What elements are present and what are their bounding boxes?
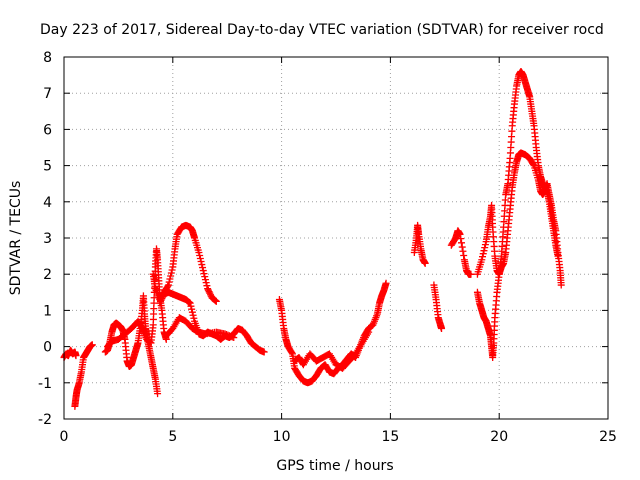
data-point xyxy=(203,282,211,290)
data-point xyxy=(195,248,203,256)
data-point xyxy=(204,285,212,293)
data-point xyxy=(196,255,204,263)
data-point xyxy=(479,250,487,258)
data-point xyxy=(207,291,215,299)
data-point xyxy=(212,297,220,305)
data-point xyxy=(481,244,489,252)
y-tick-label: -1 xyxy=(38,376,52,392)
x-tick-label: 0 xyxy=(60,429,69,445)
data-point xyxy=(199,264,207,272)
y-tick-label: 5 xyxy=(43,159,52,175)
data-point xyxy=(478,256,486,264)
y-tick-label: 2 xyxy=(43,267,52,283)
data-point xyxy=(72,352,80,360)
data-point xyxy=(167,269,175,277)
data-point xyxy=(457,239,465,247)
data-point xyxy=(164,282,172,290)
data-point xyxy=(88,341,96,349)
y-tick-label: -2 xyxy=(38,412,52,428)
data-point xyxy=(205,288,213,296)
data-point xyxy=(200,270,208,278)
x-tick-label: 20 xyxy=(490,429,508,445)
y-tick-label: 7 xyxy=(43,86,52,102)
data-point xyxy=(156,299,164,307)
data-point xyxy=(230,334,238,342)
data-point xyxy=(186,299,194,307)
data-point xyxy=(189,311,197,319)
data-point xyxy=(164,281,172,289)
y-tick-label: 8 xyxy=(43,50,52,66)
data-point xyxy=(529,160,537,168)
data-point xyxy=(479,253,487,261)
data-point xyxy=(190,314,198,322)
data-point xyxy=(156,298,164,306)
grid-lines xyxy=(64,57,608,419)
data-point xyxy=(288,349,296,357)
data-point xyxy=(260,348,268,356)
data-point xyxy=(365,328,373,336)
data-point xyxy=(168,266,176,274)
data-point xyxy=(438,325,446,332)
data-point xyxy=(421,259,429,267)
x-axis-label: GPS time / hours xyxy=(276,458,393,474)
axis-ticks: 0 5 10 15 20 25 -2 -1 0 1 2 3 4 5 6 7 8 xyxy=(38,50,617,445)
data-point xyxy=(187,302,195,310)
data-point xyxy=(188,308,196,316)
x-tick-label: 10 xyxy=(273,429,291,445)
data-series xyxy=(60,67,565,410)
data-point xyxy=(165,278,173,286)
data-point xyxy=(166,275,174,283)
data-point xyxy=(557,281,565,289)
data-point xyxy=(201,276,209,284)
data-point xyxy=(456,230,464,238)
data-point xyxy=(197,258,205,266)
data-point xyxy=(458,243,466,251)
data-point xyxy=(460,251,468,259)
data-point xyxy=(202,279,210,287)
data-point xyxy=(382,279,390,287)
y-tick-label: 3 xyxy=(43,231,52,247)
data-point xyxy=(201,273,209,281)
data-point xyxy=(154,390,162,398)
y-tick-label: 0 xyxy=(43,340,52,356)
data-point xyxy=(138,323,146,331)
chart-title: Day 223 of 2017, Sidereal Day-to-day VTE… xyxy=(40,22,604,38)
data-point xyxy=(157,296,165,304)
data-point xyxy=(206,289,214,297)
data-point xyxy=(554,252,562,260)
y-tick-label: 6 xyxy=(43,122,52,138)
y-tick-label: 4 xyxy=(43,195,52,211)
y-tick-label: 1 xyxy=(43,303,52,319)
x-tick-label: 15 xyxy=(381,429,399,445)
data-point xyxy=(188,305,196,313)
x-tick-label: 5 xyxy=(168,429,177,445)
data-point xyxy=(480,247,488,255)
data-point xyxy=(199,267,207,275)
data-point xyxy=(459,247,467,255)
data-point xyxy=(198,261,206,269)
x-tick-label: 25 xyxy=(599,429,617,445)
data-point xyxy=(204,286,212,294)
y-axis-label: SDTVAR / TECUs xyxy=(8,181,24,296)
data-point xyxy=(158,295,166,303)
data-point xyxy=(196,251,204,259)
data-point xyxy=(467,270,475,278)
data-point xyxy=(481,241,489,249)
data-point xyxy=(457,235,465,243)
data-point xyxy=(167,272,175,280)
